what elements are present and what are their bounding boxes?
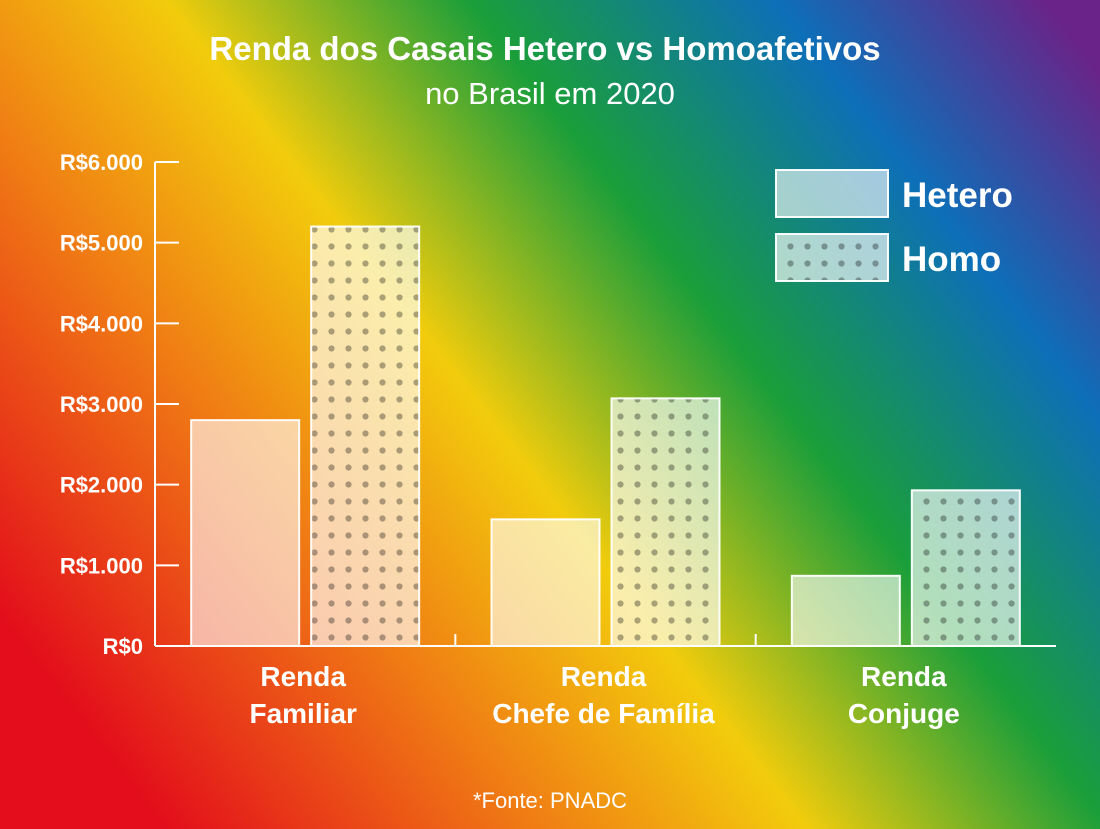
bar-homo — [310, 225, 421, 648]
category-label: Renda Conjuge — [848, 661, 960, 729]
y-tick-label: R$2.000 — [60, 473, 143, 498]
bar-hetero — [490, 518, 601, 647]
chart-title: Renda dos Casais Hetero vs Homoafetivos — [209, 30, 880, 67]
bar-hetero — [790, 574, 901, 648]
legend-label-homo: Homo — [902, 240, 1001, 279]
axes: R$0 R$1.000 R$2.000 R$3.000 R$4.000 R$5.000 R$… — [60, 150, 1056, 659]
source-note: *Fonte: PNADC — [473, 788, 627, 813]
legend-label-hetero: Hetero — [902, 176, 1013, 215]
y-tick-label: R$1.000 — [60, 553, 143, 578]
chart-subtitle: no Brasil em 2020 — [425, 76, 675, 111]
legend-swatch-hetero — [775, 169, 889, 218]
y-tick-label: R$0 — [103, 634, 143, 659]
bars — [190, 225, 1021, 648]
bar-hetero — [190, 419, 301, 647]
bar-homo — [610, 397, 721, 647]
y-tick-label: R$4.000 — [60, 311, 143, 336]
y-tick-label: R$6.000 — [60, 150, 143, 175]
legend-swatch-homo — [775, 233, 889, 282]
y-tick-label: R$3.000 — [60, 392, 143, 417]
legend: Hetero Homo — [775, 169, 1013, 282]
y-tick-label: R$5.000 — [60, 231, 143, 256]
category-label: Renda Familiar — [249, 661, 356, 729]
category-labels: Renda Familiar Renda Chefe de Família Renda C… — [249, 661, 959, 729]
bar-homo — [910, 489, 1021, 647]
category-label: Renda Chefe de Família — [492, 661, 715, 729]
